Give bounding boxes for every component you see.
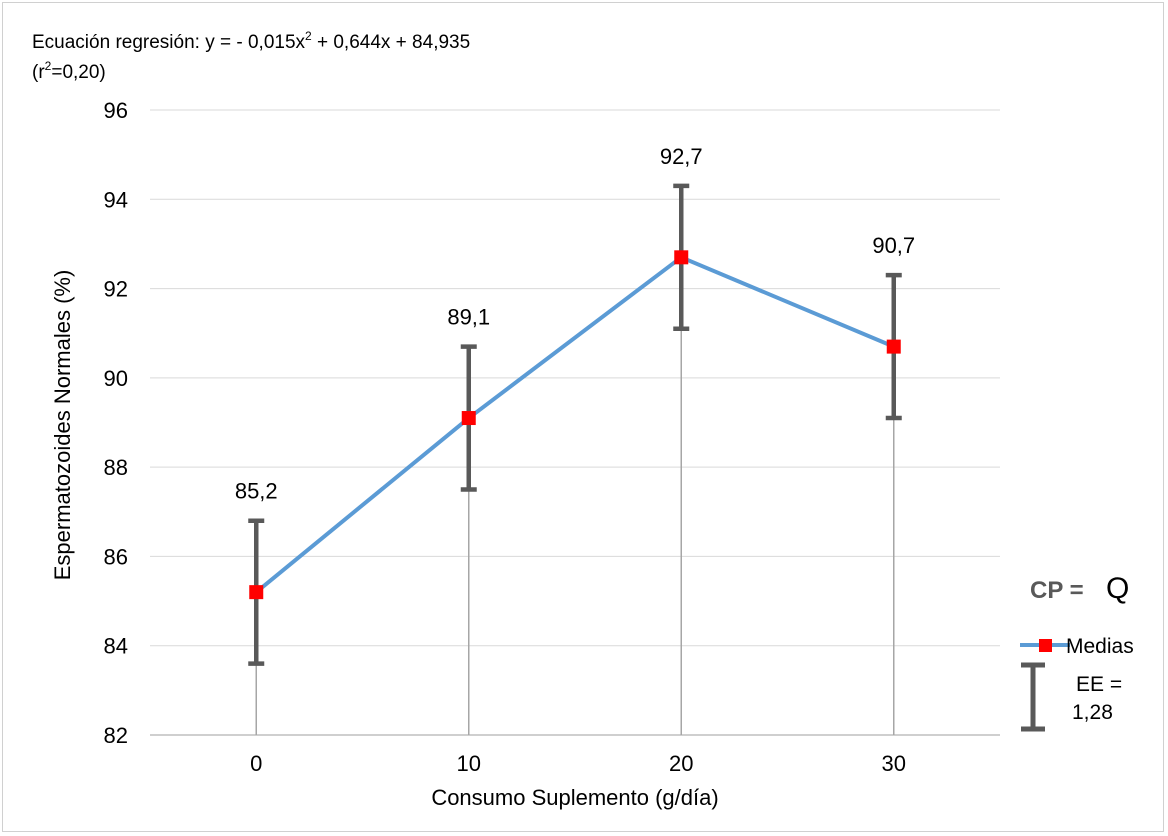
marker-0 xyxy=(249,585,264,600)
legend: Medias xyxy=(1020,635,1134,658)
y-tick-96: 96 xyxy=(104,98,128,123)
data-label-30: 90,7 xyxy=(872,233,915,258)
drop-lines xyxy=(255,257,895,735)
cp-label: CP = xyxy=(1030,577,1084,604)
ee-label-line1: EE = xyxy=(1076,673,1122,696)
data-label-0: 85,2 xyxy=(235,479,278,504)
legend-marker-swatch xyxy=(1039,639,1052,652)
series-line-medias xyxy=(254,255,895,594)
y-tick-92: 92 xyxy=(104,277,128,302)
cp-value: Q xyxy=(1106,572,1129,605)
ee-annotation: EE = 1,28 xyxy=(1021,662,1122,732)
marker-30 xyxy=(886,339,901,354)
gridlines xyxy=(150,109,1000,736)
y-tick-94: 94 xyxy=(104,187,128,212)
ee-label-line2: 1,28 xyxy=(1072,701,1113,724)
data-label-10: 89,1 xyxy=(447,305,490,330)
cp-annotation: CP = Q xyxy=(1030,572,1129,605)
y-tick-82: 82 xyxy=(104,723,128,748)
x-axis-title: Consumo Suplemento (g/día) xyxy=(431,785,718,810)
legend-label-medias: Medias xyxy=(1066,635,1134,658)
regression-equation: Ecuación regresión: y = - 0,015x2 + 0,64… xyxy=(32,29,470,53)
x-tick-0: 0 xyxy=(250,751,262,776)
x-tick-30: 30 xyxy=(882,751,906,776)
y-tick-86: 86 xyxy=(104,544,128,569)
marker-20 xyxy=(674,250,689,265)
y-axis-title: Espermatozoides Normales (%) xyxy=(50,270,75,581)
y-tick-labels: 82 84 86 88 90 92 94 96 xyxy=(104,98,128,748)
x-tick-10: 10 xyxy=(457,751,481,776)
error-bars xyxy=(248,183,902,666)
y-tick-84: 84 xyxy=(104,634,128,659)
x-tick-20: 20 xyxy=(669,751,693,776)
r-squared: (r2=0,20) xyxy=(32,59,106,83)
y-tick-88: 88 xyxy=(104,455,128,480)
x-tick-labels: 0 10 20 30 xyxy=(250,751,906,776)
y-tick-90: 90 xyxy=(104,366,128,391)
data-labels: 85,2 89,1 92,7 90,7 xyxy=(235,144,915,504)
series-line-layer xyxy=(254,255,895,594)
data-markers xyxy=(249,250,901,600)
marker-10 xyxy=(461,411,476,426)
data-label-20: 92,7 xyxy=(660,144,703,169)
